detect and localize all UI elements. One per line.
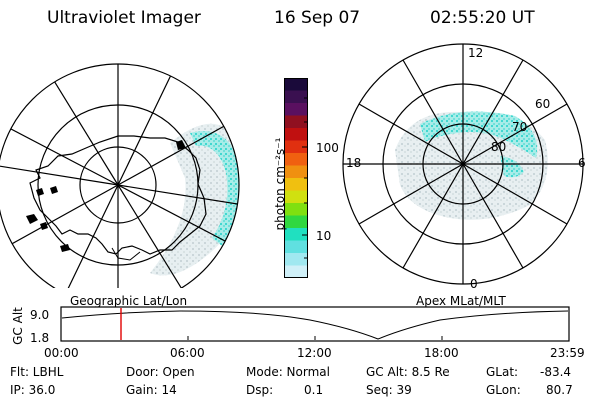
timeline-xtick-3: 18:00 — [424, 346, 459, 360]
date-label: 16 Sep 07 — [274, 8, 361, 28]
seq-stat: Seq: 39 — [366, 383, 412, 397]
timeline-xtick-1: 06:00 — [170, 346, 205, 360]
colorbar-stripe — [284, 140, 308, 154]
mode-stat: Mode: Normal — [246, 365, 330, 379]
aurora-oval — [420, 111, 538, 158]
timeline-ytick-bottom: 1.8 — [30, 331, 50, 345]
filter-stat: Flt: LBHL — [10, 365, 64, 379]
geographic-map — [0, 63, 240, 288]
gain-stat: Gain: 14 — [126, 383, 177, 397]
mlt-label-6: 6 — [578, 156, 586, 170]
left-map-label: Geographic Lat/Lon — [70, 294, 188, 308]
mlt-label-0: 0 — [470, 277, 478, 291]
gc-alt-stat: GC Alt: 8.5 Re — [366, 365, 450, 379]
colorbar-stripe — [284, 265, 308, 278]
ip-stat: IP: 36.0 — [10, 383, 56, 397]
colorbar-tick-10: 10 — [316, 229, 332, 243]
colorbar — [284, 78, 308, 278]
door-stat: Door: Open — [126, 365, 195, 379]
colorbar-stripe — [284, 90, 308, 104]
mlt-label-18: 18 — [346, 156, 362, 170]
timeline-xtick-4: 23:59 — [550, 346, 585, 360]
colorbar-stripe — [284, 153, 308, 166]
colorbar-tick-100: 100 — [316, 141, 339, 155]
glon-stat-label: GLon: — [486, 383, 521, 397]
glat-stat-value: -83.4 — [540, 365, 572, 379]
colorbar-stripe — [284, 240, 308, 254]
colorbar-stripe — [284, 190, 308, 204]
right-map-label: Apex MLat/MLT — [416, 294, 506, 308]
glon-stat-value: 80.7 — [546, 383, 573, 397]
instrument-title: Ultraviolet Imager — [47, 8, 201, 28]
time-label: 02:55:20 UT — [430, 8, 535, 28]
colorbar-stripe — [284, 103, 308, 116]
colorbar-stripe — [284, 178, 308, 191]
altitude-timeline — [60, 306, 570, 342]
colorbar-stripe — [284, 115, 308, 129]
timeline-axis-label: GC Alt — [11, 307, 25, 345]
dsp-stat-label: Dsp: — [246, 383, 274, 397]
colorbar-unit-label: photon cm⁻²s⁻¹ — [273, 137, 287, 231]
altitude-curve — [61, 310, 569, 340]
colorbar-stripe — [284, 215, 308, 229]
colorbar-stripe — [284, 203, 308, 216]
timeline-ytick-top: 9.0 — [30, 308, 50, 322]
timeline-xtick-2: 12:00 — [297, 346, 332, 360]
mlat-label-60: 60 — [535, 97, 551, 111]
glat-stat-label: GLat: — [486, 365, 519, 379]
timeline-xtick-0: 00:00 — [44, 346, 79, 360]
colorbar-stripe — [284, 78, 308, 91]
magnetic-map — [342, 43, 584, 285]
colorbar-stripe — [284, 228, 308, 241]
dsp-stat-value: 0.1 — [304, 383, 324, 397]
colorbar-stripe — [284, 165, 308, 179]
antarctica-coastline — [29, 135, 207, 255]
mlat-label-80: 80 — [491, 140, 507, 154]
mlt-label-12: 12 — [468, 46, 484, 60]
mlat-label-70: 70 — [512, 120, 528, 134]
colorbar-stripe — [284, 128, 308, 141]
aurora-band — [190, 131, 239, 246]
colorbar-stripe — [284, 253, 308, 266]
